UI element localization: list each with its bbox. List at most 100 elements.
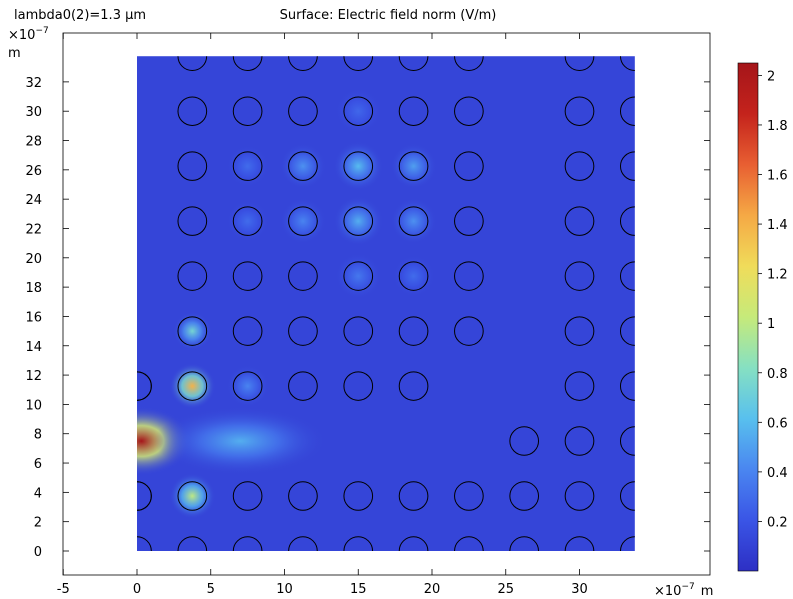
rod [564,96,595,126]
rod [288,371,318,401]
rod [398,481,429,511]
colorbar-gradient [737,62,759,572]
rod [619,261,635,291]
rod [177,371,208,401]
rod [288,206,318,236]
x-axis: -5 0 5 10 15 20 25 30 [57,33,588,597]
y-tick-label: 6 [34,457,42,472]
colorbar-tick-label: 0.2 [767,515,788,530]
rod [343,536,374,551]
rod [619,371,635,401]
rod [619,206,635,236]
field-spot [335,253,382,299]
field-spot [335,88,382,135]
rod [398,56,429,71]
rod [564,261,595,291]
rod [288,56,318,71]
rod [232,56,263,71]
heatmap-background [137,56,635,551]
rod [343,261,374,291]
rod [232,151,263,181]
rod [177,151,208,181]
rod [177,316,208,346]
y-axis-multiplier: ×10−7 [8,26,49,43]
y-tick-label: 2 [34,516,42,531]
colorbar: 0.2 0.4 0.6 0.8 1 1.2 1.4 1.6 1.8 2 [737,62,788,572]
rod [564,536,595,551]
rod [564,206,595,236]
rod [343,151,374,181]
rod [343,316,374,346]
colorbar-tick-label: 0.6 [767,416,788,431]
parameter-label: lambda0(2)=1.3 µm [14,8,146,23]
field-spot [173,312,212,351]
x-tick-label: 10 [276,582,293,597]
rod [232,261,263,291]
rod [343,56,374,71]
rod [288,536,318,551]
rod [232,371,263,401]
field-spot [333,196,384,246]
rod [398,206,429,236]
rod [288,481,318,511]
rod [619,426,635,456]
rod [177,96,208,126]
colorbar-ticks: 0.2 0.4 0.6 0.8 1 1.2 1.4 1.6 1.8 2 [758,69,788,530]
rod [509,481,540,511]
x-tick-label: 30 [571,582,588,597]
x-tick-label: 20 [424,582,441,597]
heatmap-domain [137,56,635,551]
rod [564,316,595,346]
y-tick-label: 30 [25,105,42,120]
rod [232,536,263,551]
colorbar-tick-label: 1.2 [767,268,788,283]
field-spot [169,473,216,519]
rod [619,96,635,126]
colorbar-tick-label: 1.6 [767,169,788,184]
rod [137,536,152,551]
rod [343,206,374,236]
colorbar-tick-label: 2 [767,69,775,84]
rod [454,536,484,551]
y-tick-label: 8 [34,428,42,443]
field-spot [390,198,437,245]
x-tick-label: 0 [133,582,141,597]
y-tick-label: 26 [25,164,42,179]
x-tick-label: -5 [57,582,70,597]
y-tick-label: 12 [25,369,42,384]
rod [509,536,540,551]
rod [454,56,484,71]
rod [343,481,374,511]
x-axis-multiplier: ×10−7 m [654,582,713,599]
rod [564,481,595,511]
y-tick-label: 18 [25,281,42,296]
rod [454,206,484,236]
rod [454,151,484,181]
rod [509,426,540,456]
rod [177,56,208,71]
rod [454,96,484,126]
rod [288,316,318,346]
y-tick-label: 14 [25,340,42,355]
rod [398,371,429,401]
rod [619,316,635,346]
rod [232,481,263,511]
y-tick-label: 24 [25,193,42,208]
field-spot [226,145,269,188]
x-tick-label: 15 [350,582,367,597]
rod [343,371,374,401]
rod [232,316,263,346]
field-spot [226,365,269,408]
colorbar-tick-label: 1.8 [767,119,788,134]
rod [137,481,152,511]
rod [232,96,263,126]
rod [398,316,429,346]
rod [564,151,595,181]
rod [564,426,595,456]
y-axis-unit: m [8,46,21,61]
x-tick-label: 25 [497,582,514,597]
rod [288,261,318,291]
rod [454,481,484,511]
